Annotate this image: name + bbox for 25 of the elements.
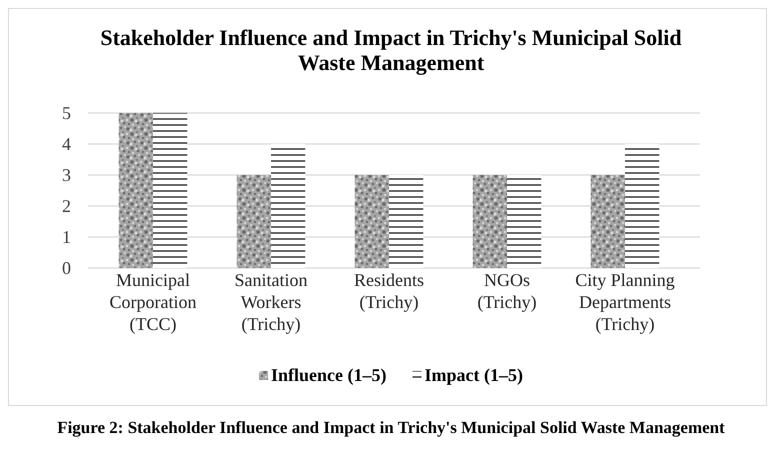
legend-label: Influence (1–5): [271, 365, 387, 385]
x-tick-label: Residents (Trichy): [354, 270, 424, 312]
y-tick-label: 3: [62, 164, 71, 185]
x-tick-label: Sanitation Workers (Trichy): [234, 270, 308, 334]
x-tick-label: NGOs (Trichy): [477, 270, 537, 312]
bar: [271, 144, 306, 268]
y-tick-label: 2: [62, 196, 71, 216]
bar: [389, 175, 424, 268]
bar: [507, 175, 542, 268]
y-tick-label: 5: [62, 102, 71, 123]
y-tick-label: 0: [62, 258, 71, 278]
bar: [472, 175, 507, 268]
x-tick-label: City Planning Departments (Trichy): [575, 270, 675, 334]
legend-label: Impact (1–5): [424, 365, 523, 385]
bar: [118, 113, 153, 268]
bar: [236, 175, 271, 268]
y-tick-label: 1: [62, 226, 71, 247]
x-tick-label: Municipal Corporation (TCC): [110, 270, 196, 334]
bar: [354, 175, 389, 268]
y-tick-label: 4: [62, 134, 71, 154]
bar: [625, 144, 660, 268]
caption: Figure 2: Stakeholder Influence and Impact in Trichy's Municipal Solid Waste Management: [57, 418, 726, 437]
bar: [153, 113, 188, 268]
bar: [590, 175, 625, 268]
chart-title: Stakeholder Influence and Impact in Trichy's Municipal Solid Waste Management: [100, 25, 682, 75]
